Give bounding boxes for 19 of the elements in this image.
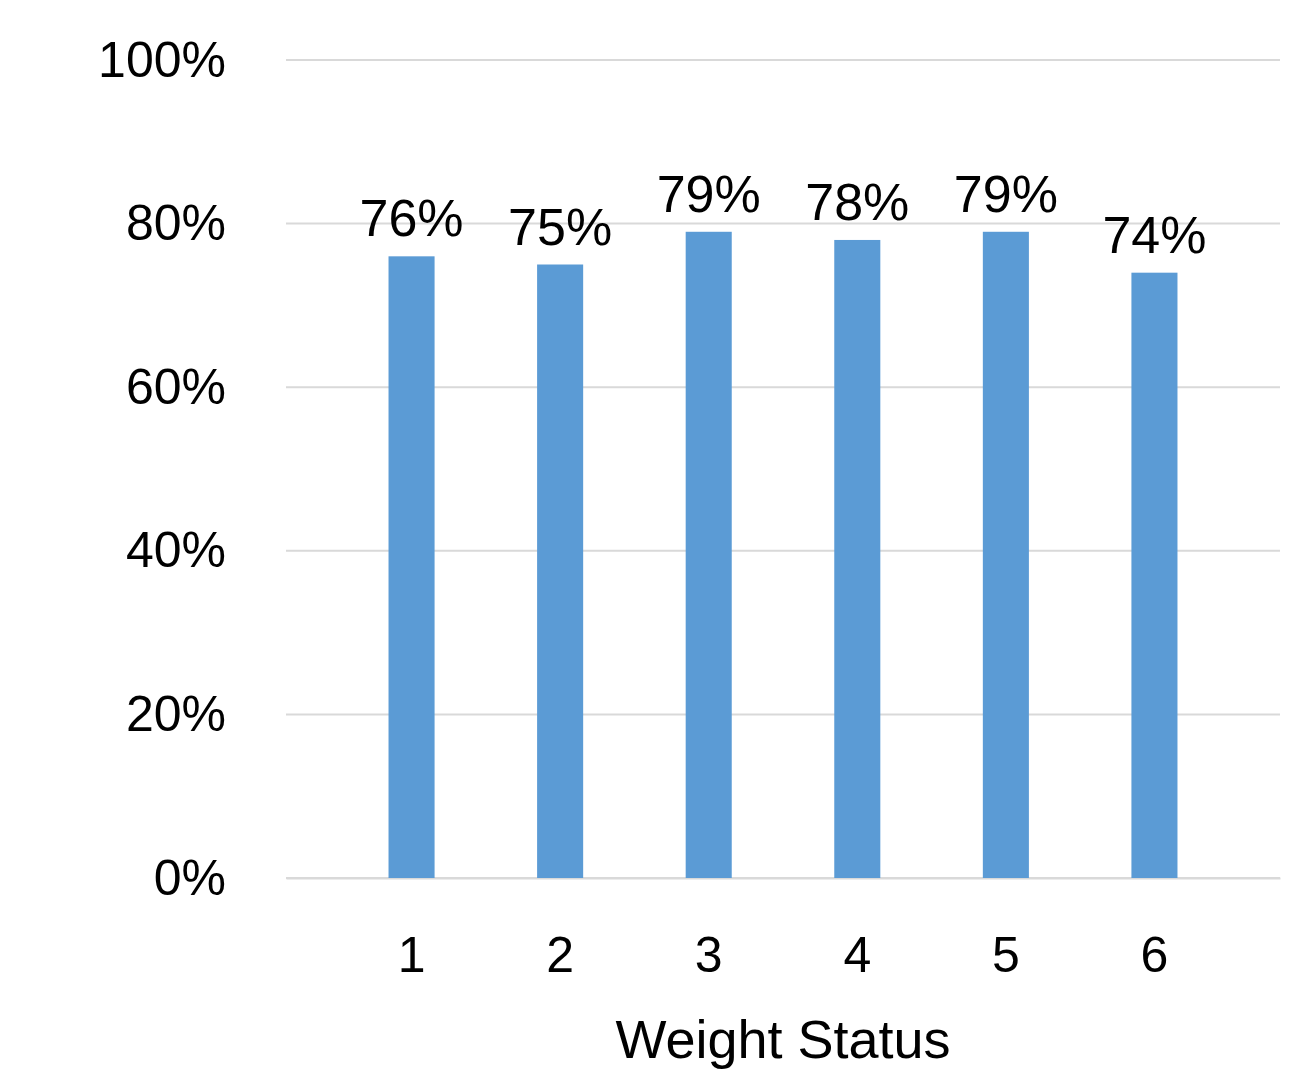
- data-label: 79%: [656, 164, 761, 223]
- x-tick-label: 4: [843, 926, 872, 983]
- data-label: 78%: [805, 172, 910, 231]
- y-tick-label: 80%: [125, 195, 226, 252]
- data-label: 76%: [359, 189, 464, 248]
- x-tick-label: 5: [991, 926, 1020, 983]
- data-label: 74%: [1102, 205, 1207, 264]
- y-tick-label: 100%: [98, 31, 226, 88]
- x-tick-label: 1: [397, 926, 426, 983]
- y-tick-label: 20%: [125, 685, 226, 742]
- x-tick-label: 6: [1140, 926, 1169, 983]
- data-label: 75%: [508, 197, 613, 256]
- x-axis-title: Weight Status: [615, 1009, 951, 1069]
- data-label: 79%: [953, 164, 1058, 223]
- y-tick-label: 0%: [153, 849, 226, 906]
- x-tick-label: 3: [694, 926, 723, 983]
- x-tick-label: 2: [546, 926, 575, 983]
- y-tick-label: 60%: [125, 358, 226, 415]
- y-tick-label: 40%: [125, 522, 226, 579]
